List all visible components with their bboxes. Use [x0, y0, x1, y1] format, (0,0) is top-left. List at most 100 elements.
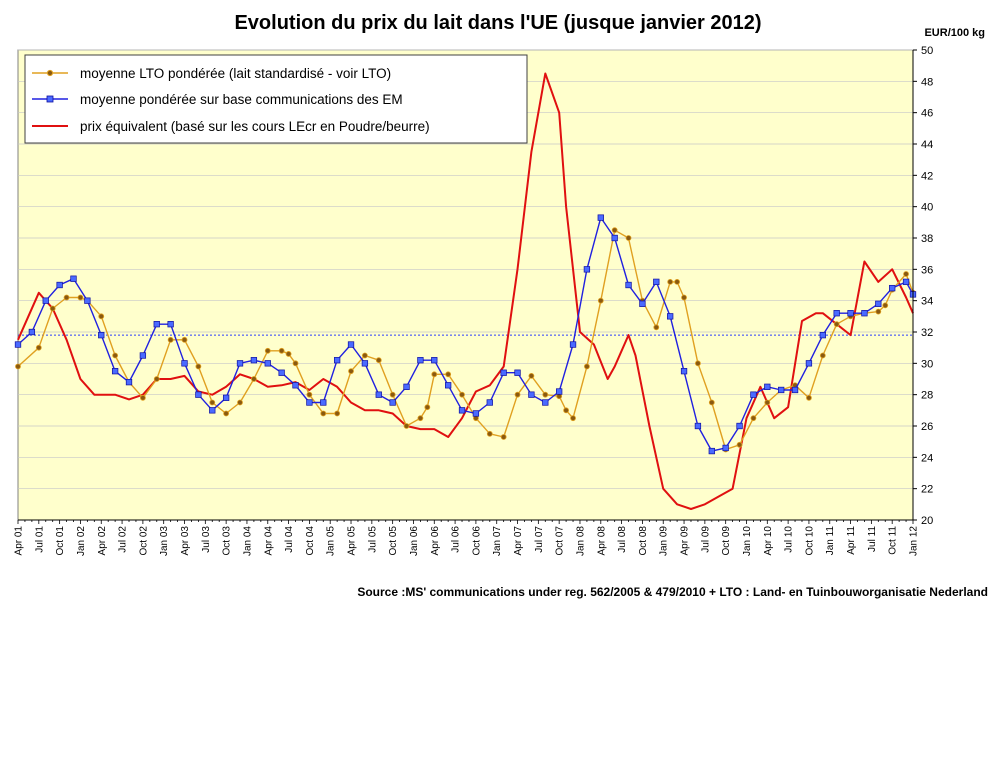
- x-tick-label: Oct 02: [138, 526, 149, 556]
- lto-point: [695, 360, 701, 367]
- lto-point: [285, 351, 292, 357]
- x-tick-label: Jan 06: [409, 526, 420, 556]
- em-point: [514, 369, 521, 376]
- em-point: [278, 369, 285, 376]
- em-point: [556, 388, 563, 395]
- x-tick-label: Oct 07: [555, 526, 566, 556]
- em-point: [375, 391, 382, 398]
- lto-point: [35, 344, 42, 351]
- y-tick-label: 42: [921, 170, 933, 182]
- legend-box: [24, 54, 528, 144]
- em-point: [195, 391, 202, 398]
- lto-point: [292, 360, 299, 367]
- em-point: [347, 341, 355, 348]
- lto-point: [833, 321, 840, 328]
- em-point: [500, 369, 507, 376]
- em-point: [306, 399, 313, 406]
- legend: moyenne LTO pondérée (lait standardisé -…: [24, 54, 528, 144]
- em-point: [833, 310, 840, 317]
- em-point: [417, 357, 424, 364]
- lto-point: [424, 404, 431, 411]
- em-point: [361, 360, 369, 367]
- y-tick-label: 28: [921, 390, 933, 402]
- em-point: [167, 321, 174, 328]
- lto-point: [903, 271, 909, 277]
- em-point: [70, 275, 77, 282]
- lto-point: [15, 363, 21, 370]
- y-tick-label: 30: [921, 358, 933, 370]
- em-point: [902, 278, 910, 286]
- y-tick-label: 38: [921, 233, 933, 245]
- em-point: [14, 341, 22, 348]
- x-tick-label: Jan 02: [76, 526, 87, 556]
- lto-point: [209, 399, 216, 406]
- x-tick-label: Apr 11: [846, 526, 857, 555]
- y-tick-label: 44: [921, 139, 933, 151]
- em-point: [791, 386, 799, 394]
- lto-point: [361, 352, 368, 359]
- x-tick-label: Jan 09: [659, 526, 670, 556]
- lto-point: [278, 347, 285, 354]
- x-tick-label: Apr 02: [97, 526, 108, 556]
- em-point: [736, 422, 743, 430]
- y-tick-label: 20: [921, 515, 933, 527]
- em-point: [875, 300, 882, 307]
- em-point: [764, 383, 771, 390]
- em-point: [250, 357, 258, 364]
- em-point: [653, 278, 660, 286]
- lto-point: [500, 434, 507, 440]
- em-point: [625, 281, 632, 289]
- y-tick-label: 50: [921, 45, 933, 57]
- x-tick-label: Oct 11: [888, 526, 899, 555]
- lto-point: [882, 302, 889, 309]
- x-tick-label: Oct 10: [804, 526, 815, 556]
- em-point: [708, 447, 715, 455]
- lto-point: [597, 297, 604, 304]
- em-point: [569, 341, 577, 348]
- em-point: [694, 422, 702, 430]
- em-point: [389, 399, 396, 406]
- em-point: [98, 331, 105, 339]
- lto-point: [417, 415, 424, 422]
- x-tick-label: Jul 03: [201, 526, 212, 553]
- x-tick-label: Oct 05: [388, 526, 399, 556]
- em-point: [597, 214, 604, 221]
- lto-point: [320, 410, 327, 417]
- em-point: [486, 399, 493, 406]
- lto-point: [667, 278, 674, 285]
- em-point: [84, 297, 91, 304]
- em-point: [472, 410, 480, 417]
- em-point: [458, 407, 466, 414]
- em-point: [264, 360, 271, 367]
- em-point: [111, 368, 119, 375]
- em-point: [222, 394, 230, 401]
- lto-point: [736, 441, 743, 448]
- em-point: [583, 266, 591, 273]
- em-point: [333, 357, 341, 364]
- lto-point: [139, 394, 146, 401]
- lto-point: [306, 391, 313, 398]
- em-point: [153, 321, 160, 328]
- em-point: [209, 407, 216, 414]
- x-tick-label: Jul 11: [867, 526, 878, 552]
- series-1: [14, 214, 917, 455]
- x-tick-label: Apr 03: [180, 526, 191, 556]
- lto-point: [77, 294, 84, 301]
- lto-point: [195, 363, 202, 370]
- y-tick-label: 36: [921, 264, 933, 276]
- em-point: [445, 382, 452, 389]
- legend-label-em: moyenne pondérée sur base communications…: [80, 92, 403, 107]
- lto-point: [431, 371, 438, 378]
- series-2: [17, 72, 914, 510]
- lto-point: [750, 415, 757, 422]
- em-point: [292, 382, 299, 389]
- y-tick-label: 24: [921, 452, 933, 464]
- x-tick-label: Jul 05: [367, 526, 378, 553]
- x-tick-label: Jul 10: [784, 526, 795, 553]
- x-tick-label: Jul 08: [617, 526, 628, 553]
- y-tick-label: 32: [921, 327, 933, 339]
- x-tick-label: Jan 12: [909, 526, 920, 556]
- legend-label-equivalent: prix équivalent (basé sur les cours LEcr…: [80, 119, 430, 134]
- x-tick-label: Apr 06: [430, 526, 441, 556]
